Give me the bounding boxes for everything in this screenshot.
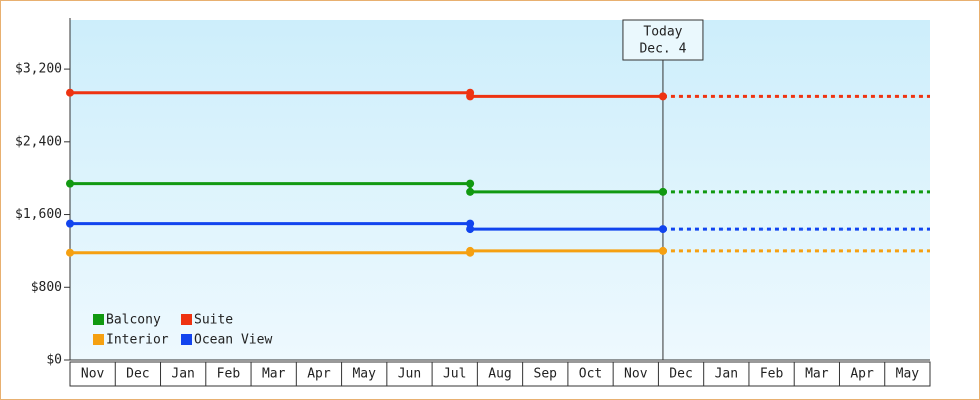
legend-swatch [93, 314, 104, 325]
x-tick-label: May [352, 367, 376, 382]
point [66, 88, 74, 97]
legend-label: Ocean View [194, 333, 272, 348]
x-tick-label: Mar [805, 367, 829, 382]
point [658, 187, 667, 196]
x-tick-label: Nov [81, 367, 105, 382]
legend-label: Suite [194, 313, 233, 328]
point [466, 92, 475, 101]
x-tick-label: Dec [126, 367, 149, 382]
x-tick-label: Mar [262, 367, 286, 382]
x-tick-label: Sep [534, 367, 558, 382]
point [658, 92, 667, 101]
x-tick-label: Jan [171, 367, 194, 382]
y-tick-label: $2,400 [15, 134, 62, 149]
x-tick-label: Apr [850, 367, 874, 382]
x-tick-label: Jan [715, 367, 738, 382]
point [66, 219, 74, 228]
x-tick-label: Feb [217, 367, 241, 382]
today-label: Dec. 4 [639, 42, 686, 57]
x-tick-label: Aug [488, 367, 511, 382]
point [658, 225, 667, 234]
legend-label: Interior [106, 333, 169, 348]
line-actual [70, 182, 663, 194]
point [66, 248, 74, 257]
x-tick-label: Oct [579, 367, 602, 382]
x-tick-label: Jun [398, 367, 421, 382]
point [466, 225, 475, 234]
y-tick-label: $3,200 [15, 62, 62, 77]
today-box [622, 19, 704, 61]
x-tick-label: May [896, 367, 920, 382]
point [66, 179, 74, 188]
legend-swatch [181, 334, 192, 345]
point [658, 246, 667, 255]
x-tick-label: Dec [669, 367, 692, 382]
y-tick-label: $1,600 [15, 207, 62, 222]
x-tick-label: Nov [624, 367, 648, 382]
legend-swatch [93, 334, 104, 345]
x-axis-band [69, 361, 931, 387]
today-label: Today [643, 25, 682, 40]
x-tick-label: Jul [443, 367, 466, 382]
y-tick-label: $800 [31, 280, 62, 295]
point [466, 179, 475, 188]
y-tick-label: $0 [46, 353, 62, 368]
x-tick-label: Feb [760, 367, 784, 382]
plot-area [70, 20, 930, 360]
legend-label: Balcony [106, 313, 161, 328]
point [466, 246, 475, 255]
point [466, 187, 475, 196]
legend-swatch [181, 314, 192, 325]
x-tick-label: Apr [307, 367, 331, 382]
